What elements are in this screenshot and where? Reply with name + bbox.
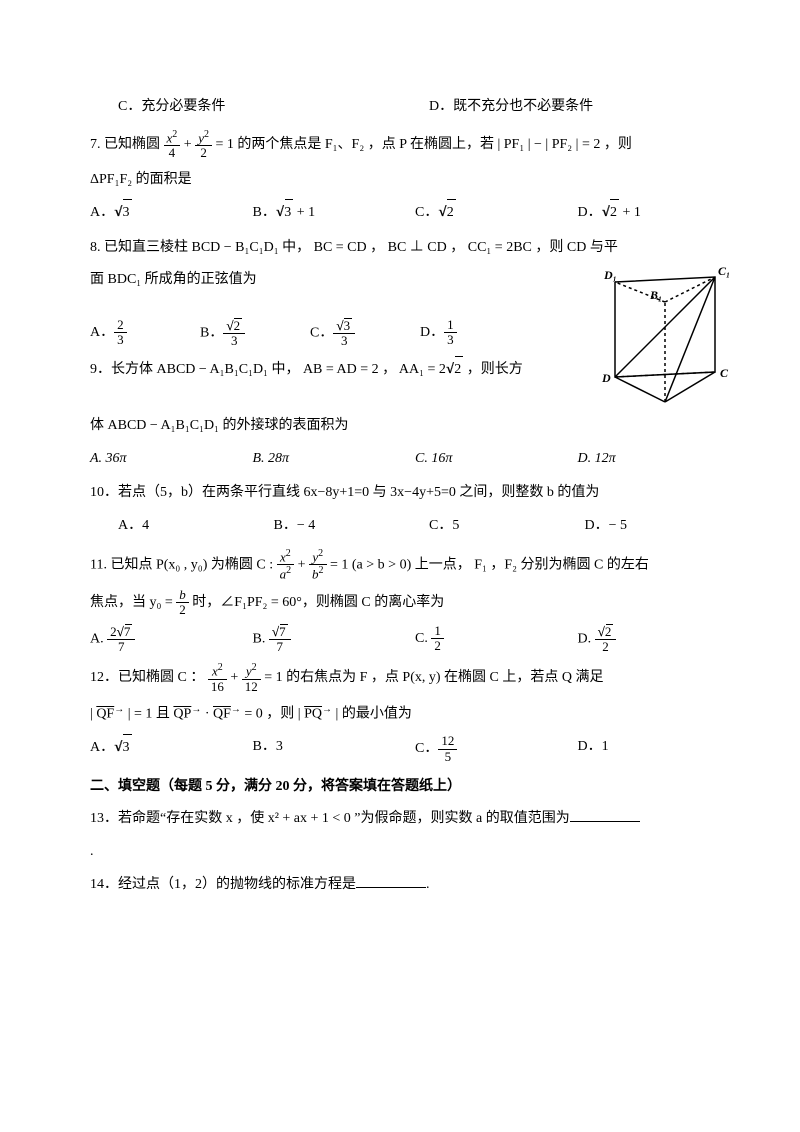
q11-opt-c: C. 12 [415,624,578,655]
q13-blank [570,807,640,822]
q10-opt-a: A．4 [118,513,274,540]
q10-options: A．4 B．− 4 C．5 D．− 5 [90,513,740,540]
q8-opt-d: D．13 [420,318,530,349]
q9-line2: 体 ABCD − A₁B₁C₁D₁ 的外接球的表面积为 [90,413,740,440]
svg-text:D: D [601,371,611,385]
q12-opt-b: B．3 [253,734,416,764]
q8-opt-a: A．23 [90,318,200,349]
q7-opt-b: B．√3 + 1 [253,199,416,227]
q9-options: A. 36π B. 28π C. 16π D. 12π [90,446,740,473]
q7-frac2: y2 2 [195,129,212,161]
q7: 7. 已知椭圆 x2 4 + y2 2 = 1 的两个焦点是 F₁、F₂ ，点 … [90,129,740,161]
q14-blank [356,873,426,888]
q8-opt-c: C．√33 [310,318,420,349]
q12-opt-c: C．125 [415,734,578,764]
q11-options: A. 2√77 B. √77 C. 12 D. √22 [90,624,740,655]
q11-opt-a: A. 2√77 [90,624,253,655]
q7-stem-prefix: 7. 已知椭圆 [90,137,164,152]
q7-frac1: x2 4 [164,129,181,161]
q12-opt-d: D．1 [578,734,741,764]
q6-tail-options: C．充分必要条件 D．既不充分也不必要条件 [90,94,740,121]
q7-stem-mid: = 1 的两个焦点是 F₁、F₂ ，点 P 在椭圆上，若 | PF₁ | − |… [215,137,631,152]
prism-diagram: D₁ C₁ B₁ D C B [600,257,740,407]
q12-stem: 12．已知椭圆 C ： x216 + y212 = 1 的右焦点为 F ，点 P… [90,662,740,694]
svg-text:C₁: C₁ [718,264,730,278]
q13: 13．若命题“存在实数 x ，使 x² + ax + 1 < 0 ”为假命题，则… [90,806,740,833]
q10-opt-d: D．− 5 [585,513,741,540]
q13-tail: . [90,839,740,866]
q11-stem: 11. 已知点 P(x₀ , y₀) 为椭圆 C : x2a2 + y2b2 =… [90,548,740,582]
q9-opt-a: A. 36π [90,446,253,473]
q9-opt-d: D. 12π [578,446,741,473]
q9-opt-b: B. 28π [253,446,416,473]
svg-text:D₁: D₁ [603,268,617,282]
q12-opt-a: A．√3 [90,734,253,764]
q7-opt-d: D．√2 + 1 [578,199,741,227]
q11-opt-d: D. √22 [578,624,741,655]
q6-option-d: D．既不充分也不必要条件 [429,94,740,121]
q10-opt-c: C．5 [429,513,585,540]
svg-text:C: C [720,366,729,380]
q7-opt-a: A．√3 [90,199,253,227]
q10-stem: 10．若点（5，b）在两条平行直线 6x−8y+1=0 与 3x−4y+5=0 … [90,480,740,507]
q9-opt-c: C. 16π [415,446,578,473]
svg-text:B₁: B₁ [649,288,662,302]
q8-line2-wrap: D₁ C₁ B₁ D C B 面 BDC₁ 所成角的正弦值为 A．23 B．√2… [90,267,740,407]
q12-line2: | QF→ | = 1 且 QP→ · QF→ = 0 ，则 | PQ→ | 的… [90,700,740,728]
q7-opt-c: C．√2 [415,199,578,227]
q10-opt-b: B．− 4 [274,513,430,540]
section2-title: 二、填空题（每题 5 分，满分 20 分，将答案填在答题纸上） [90,774,740,801]
q11-line2: 焦点，当 y₀ = b2 时，∠F₁PF₂ = 60°，则椭圆 C 的离心率为 [90,588,740,618]
q7-options: A．√3 B．√3 + 1 C．√2 D．√2 + 1 [90,199,740,227]
q12-options: A．√3 B．3 C．125 D．1 [90,734,740,764]
q11-opt-b: B. √77 [253,624,416,655]
q14: 14．经过点（1，2）的抛物线的标准方程是. [90,872,740,899]
q7-line2: ΔPF₁F₂ 的面积是 [90,167,740,194]
q8-options: A．23 B．√23 C．√33 D．13 [90,318,530,349]
q6-option-c: C．充分必要条件 [118,94,429,121]
q8-opt-b: B．√23 [200,318,310,349]
svg-text:B: B [661,404,670,407]
